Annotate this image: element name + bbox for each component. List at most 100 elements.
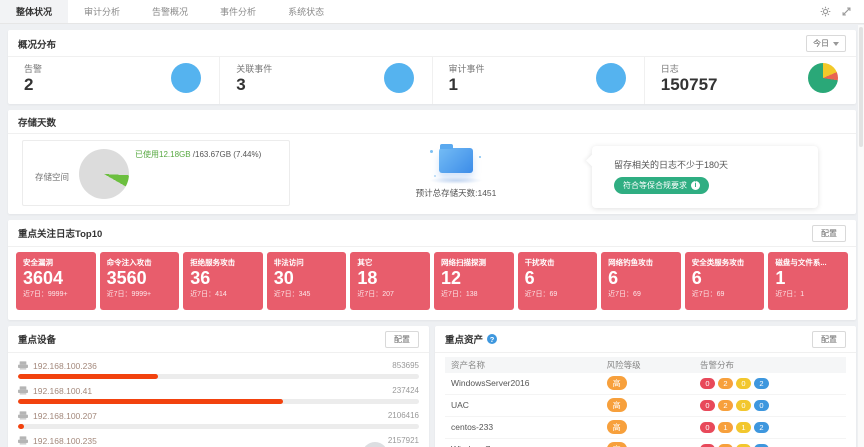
alert-count-badge: 1 bbox=[717, 421, 733, 433]
log-recent-count: 近7日：69 bbox=[524, 291, 558, 299]
period-dropdown[interactable]: 今日 bbox=[806, 35, 846, 52]
log-count: 3560 bbox=[106, 267, 147, 288]
overview-title: 概况分布 bbox=[18, 39, 57, 51]
storage-usage-text: 已使用12.18GB /163.67GB (7.44%) bbox=[135, 149, 261, 160]
assets-title-text: 重点资产 bbox=[445, 335, 484, 347]
tab-events[interactable]: 事件分析 bbox=[220, 7, 257, 17]
fullscreen-expand-icon[interactable] bbox=[841, 6, 852, 17]
scroll-action-button-partial[interactable] bbox=[362, 442, 388, 447]
risk-level-badge: 高 bbox=[606, 398, 627, 413]
alert-distribution: 0102 bbox=[699, 443, 840, 447]
devices-title: 重点设备 bbox=[18, 335, 57, 347]
assets-table-header: 资产名称 风险等级 告警分布 bbox=[445, 356, 846, 373]
asset-name: Windows7 bbox=[451, 444, 607, 447]
log-count: 3604 bbox=[23, 267, 64, 288]
tab-alerts[interactable]: 告警概况 bbox=[152, 7, 189, 17]
device-row[interactable]: 192.168.100.236 853695 bbox=[18, 357, 419, 382]
log-count: 6 bbox=[691, 267, 702, 288]
dashboard-main: 概况分布 今日 告警 2 关联事件 3 审计事件 1 日志 150757 bbox=[0, 24, 864, 447]
device-row[interactable]: 192.168.100.235 2157921 bbox=[18, 432, 419, 447]
alert-count-badge: 2 bbox=[717, 399, 733, 411]
tab-system[interactable]: 系统状态 bbox=[288, 7, 325, 17]
log-recent-count: 近7日：345 bbox=[273, 291, 311, 299]
stat-card-日志[interactable]: 日志 150757 bbox=[643, 57, 856, 104]
device-row-top: 192.168.100.41 237424 bbox=[18, 386, 419, 396]
asset-row[interactable]: Windows7 高 0102 bbox=[445, 439, 846, 447]
alert-count-badge: 0 bbox=[753, 399, 769, 411]
log-category-label: 非法访问 bbox=[273, 257, 304, 267]
log-category-label: 其它 bbox=[357, 257, 373, 267]
assets-title: 重点资产 ? bbox=[445, 332, 498, 347]
asset-name: UAC bbox=[451, 400, 469, 411]
alert-count-badge: 1 bbox=[735, 421, 751, 433]
compliance-badge[interactable]: 符合等保合规要求 i bbox=[614, 176, 709, 194]
log-recent-count: 近7日：138 bbox=[440, 291, 478, 299]
top-log-card[interactable]: 非法访问 30 近7日：345 bbox=[266, 251, 347, 310]
stat-label: 日志 bbox=[660, 64, 679, 74]
device-bar-fill bbox=[18, 373, 159, 379]
storage-total-value: /163.67GB (7.44%) bbox=[190, 149, 262, 159]
stat-value: 150757 bbox=[660, 75, 718, 94]
tab-overall[interactable]: 整体状况 bbox=[0, 0, 69, 23]
top-log-card[interactable]: 拒绝服务攻击 36 近7日：414 bbox=[183, 251, 263, 310]
stat-text: 关联事件 3 bbox=[236, 62, 272, 95]
log-count: 30 bbox=[273, 267, 294, 288]
storage-space-panel: 存储空间 已使用12.18GB /163.67GB (7.44%) bbox=[22, 139, 290, 206]
scrollbar-thumb[interactable] bbox=[859, 27, 863, 147]
alert-count-badge: 0 bbox=[735, 443, 751, 447]
storage-title: 存储天数 bbox=[18, 117, 57, 129]
storage-days-caption: 预计总存储天数:1451 bbox=[415, 187, 497, 198]
overview-header: 概况分布 今日 bbox=[8, 30, 856, 57]
assets-config-button[interactable]: 配置 bbox=[812, 330, 846, 348]
column-alert-distribution: 告警分布 bbox=[699, 359, 734, 370]
asset-name: WindowsServer2016 bbox=[451, 378, 530, 389]
help-icon[interactable]: ? bbox=[487, 334, 498, 345]
device-bar-track bbox=[18, 373, 419, 379]
alert-count-badge: 0 bbox=[735, 377, 751, 389]
stat-text: 日志 150757 bbox=[661, 62, 718, 95]
stat-card-关联事件[interactable]: 关联事件 3 bbox=[219, 57, 431, 104]
top-log-card[interactable]: 网络钓鱼攻击 6 近7日：69 bbox=[601, 251, 681, 310]
device-bar-fill bbox=[18, 423, 24, 429]
log-category-label: 网络钓鱼攻击 bbox=[608, 257, 654, 267]
top-log-card[interactable]: 干扰攻击 6 近7日：69 bbox=[517, 251, 598, 310]
devices-config-button[interactable]: 配置 bbox=[385, 330, 419, 348]
alert-count-badge: 2 bbox=[753, 377, 769, 389]
top-log-card[interactable]: 其它 18 近7日：207 bbox=[350, 251, 430, 310]
log-category-label: 拒绝服务攻击 bbox=[190, 257, 236, 267]
risk-level-badge: 高 bbox=[606, 442, 627, 447]
settings-gear-icon[interactable] bbox=[820, 6, 831, 17]
top-log-card[interactable]: 命令注入攻击 3560 近7日：9999+ bbox=[99, 251, 180, 310]
stat-card-告警[interactable]: 告警 2 bbox=[8, 57, 219, 104]
device-bar-fill bbox=[18, 398, 283, 404]
alert-count-badge: 2 bbox=[717, 377, 733, 389]
tab-bar-actions bbox=[820, 0, 864, 23]
device-row-top: 192.168.100.207 2106416 bbox=[18, 411, 419, 421]
top-logs-cards-row: 安全漏洞 3604 近7日：9999+ 命令注入攻击 3560 近7日：9999+… bbox=[8, 247, 856, 320]
top-log-card[interactable]: 安全类服务攻击 6 近7日：69 bbox=[684, 251, 765, 310]
assets-section: 重点资产 ? 配置 资产名称 风险等级 告警分布 WindowsServer20… bbox=[435, 325, 856, 447]
top-log-card[interactable]: 网络扫描探测 12 近7日：138 bbox=[433, 251, 514, 310]
blue-circle-icon bbox=[595, 63, 626, 94]
log-recent-count: 近7日：1 bbox=[775, 291, 805, 299]
tab-audit[interactable]: 审计分析 bbox=[84, 7, 121, 17]
top-logs-config-button[interactable]: 配置 bbox=[812, 224, 846, 242]
assets-table-body: WindowsServer2016 高 0 2 0 2 UAC 高 0 2 0 0 centos… bbox=[445, 373, 846, 447]
blue-circle-icon bbox=[171, 63, 202, 94]
storage-used-value: 已使用12.18GB bbox=[135, 149, 191, 159]
device-row[interactable]: 192.168.100.41 237424 bbox=[18, 382, 419, 407]
log-recent-count: 近7日：207 bbox=[357, 291, 394, 299]
device-row[interactable]: 192.168.100.207 2106416 bbox=[18, 407, 419, 432]
log-pie-chart-icon bbox=[808, 63, 838, 94]
stat-card-审计事件[interactable]: 审计事件 1 bbox=[431, 57, 644, 104]
top-log-card[interactable]: 安全漏洞 3604 近7日：9999+ bbox=[16, 251, 96, 310]
top-log-card[interactable]: 磁盘与文件系... 1 近7日：1 bbox=[768, 251, 848, 310]
alert-count-badge: 0 bbox=[699, 377, 715, 389]
log-recent-count: 近7日：414 bbox=[190, 291, 227, 299]
device-bar-track bbox=[18, 423, 419, 429]
storage-days-illustration: 预计总存储天数:1451 bbox=[396, 142, 516, 199]
